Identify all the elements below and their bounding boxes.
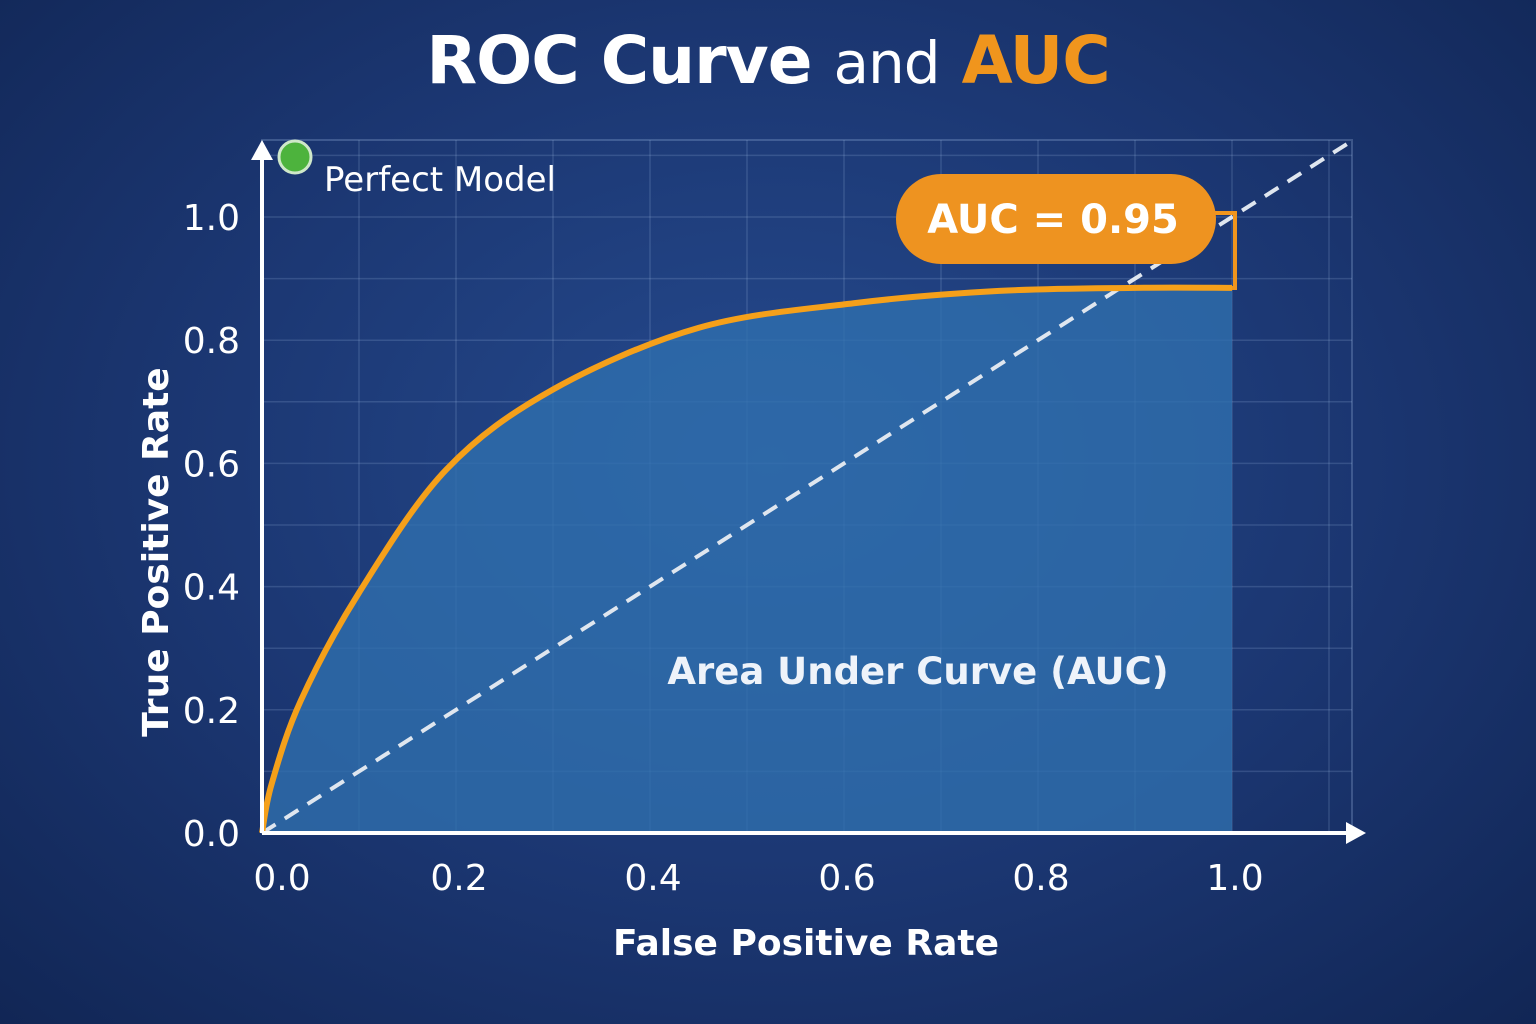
- area-label: Area Under Curve (AUC): [667, 650, 1168, 693]
- title-part3: AUC: [961, 22, 1111, 99]
- x-axis-arrow-icon: [1346, 822, 1366, 844]
- title-part2: and: [833, 29, 940, 97]
- chart-title: ROC Curve and AUC: [0, 22, 1536, 99]
- auc-badge-text: AUC = 0.95: [927, 197, 1179, 243]
- y-tick-label: 0.2: [183, 691, 240, 732]
- axes: [251, 140, 1366, 844]
- y-tick-label: 1.0: [183, 198, 240, 239]
- x-tick-label: 0.2: [430, 858, 487, 899]
- y-tick-label: 0.4: [183, 568, 240, 609]
- y-axis-arrow-icon: [251, 140, 273, 160]
- x-tick-label: 0.8: [1012, 858, 1069, 899]
- y-tick-label: 0.8: [183, 321, 240, 362]
- roc-curve-line: [259, 284, 1233, 834]
- auc-badge: [896, 174, 1216, 264]
- perfect-model-point: [277, 139, 313, 175]
- x-tick-label: 1.0: [1206, 858, 1263, 899]
- x-tick-label: 0.4: [624, 858, 681, 899]
- auc-bracket: [1215, 211, 1237, 290]
- y-axis-label: True Positive Rate: [136, 367, 177, 736]
- x-tick-label: 0.6: [818, 858, 875, 899]
- auc-area: [262, 287, 1232, 834]
- y-tick-label: 0.0: [183, 814, 240, 855]
- title-part1: ROC Curve: [426, 22, 812, 99]
- x-tick-label: 0.0: [253, 858, 310, 899]
- y-tick-label: 0.6: [183, 444, 240, 485]
- perfect-model-label: Perfect Model: [324, 160, 556, 200]
- x-axis-label: False Positive Rate: [613, 923, 999, 964]
